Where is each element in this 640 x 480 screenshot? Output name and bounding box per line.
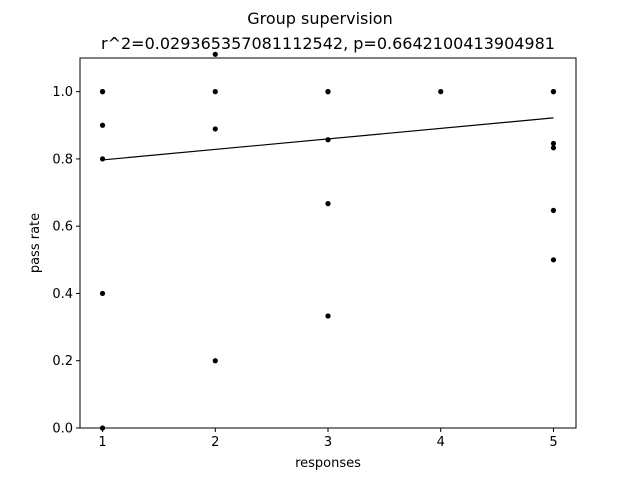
data-point xyxy=(99,156,106,162)
data-point xyxy=(212,358,218,364)
data-point xyxy=(438,89,444,95)
x-tick-label: 3 xyxy=(324,435,332,450)
data-point xyxy=(550,89,557,95)
data-point xyxy=(212,89,218,95)
y-tick-label: 0.0 xyxy=(52,422,73,437)
x-axis-label: responses xyxy=(295,456,361,471)
data-point xyxy=(325,89,331,95)
data-point xyxy=(212,51,218,57)
x-tick-label: 4 xyxy=(437,435,445,450)
y-tick-label: 1.0 xyxy=(52,85,73,100)
data-point xyxy=(99,122,106,128)
plot-area: 1 2 3 4 5 0.0 0.2 0.4 0.6 0.8 1.0 xyxy=(52,51,577,450)
chart-subtitle: r^2=0.029365357081112542, p=0.6642100413… xyxy=(101,34,555,53)
data-point xyxy=(550,257,557,263)
x-tick-label: 1 xyxy=(98,435,106,450)
data-point xyxy=(212,126,218,132)
data-point xyxy=(99,290,106,297)
y-axis-label: pass rate xyxy=(28,213,43,273)
data-point xyxy=(325,201,331,207)
data-point xyxy=(550,207,557,213)
y-tick-label: 0.2 xyxy=(52,354,73,369)
chart-title: Group supervision xyxy=(247,9,392,28)
data-point xyxy=(99,425,106,431)
y-tick-label: 0.4 xyxy=(52,287,73,302)
data-point xyxy=(99,89,106,95)
data-point xyxy=(550,140,557,147)
x-tick-label: 2 xyxy=(211,435,219,450)
y-tick-label: 0.8 xyxy=(52,152,73,167)
y-tick-label: 0.6 xyxy=(52,220,73,235)
data-point xyxy=(325,313,331,319)
data-point xyxy=(550,145,557,151)
x-tick-label: 5 xyxy=(549,435,557,450)
data-point xyxy=(325,137,331,143)
